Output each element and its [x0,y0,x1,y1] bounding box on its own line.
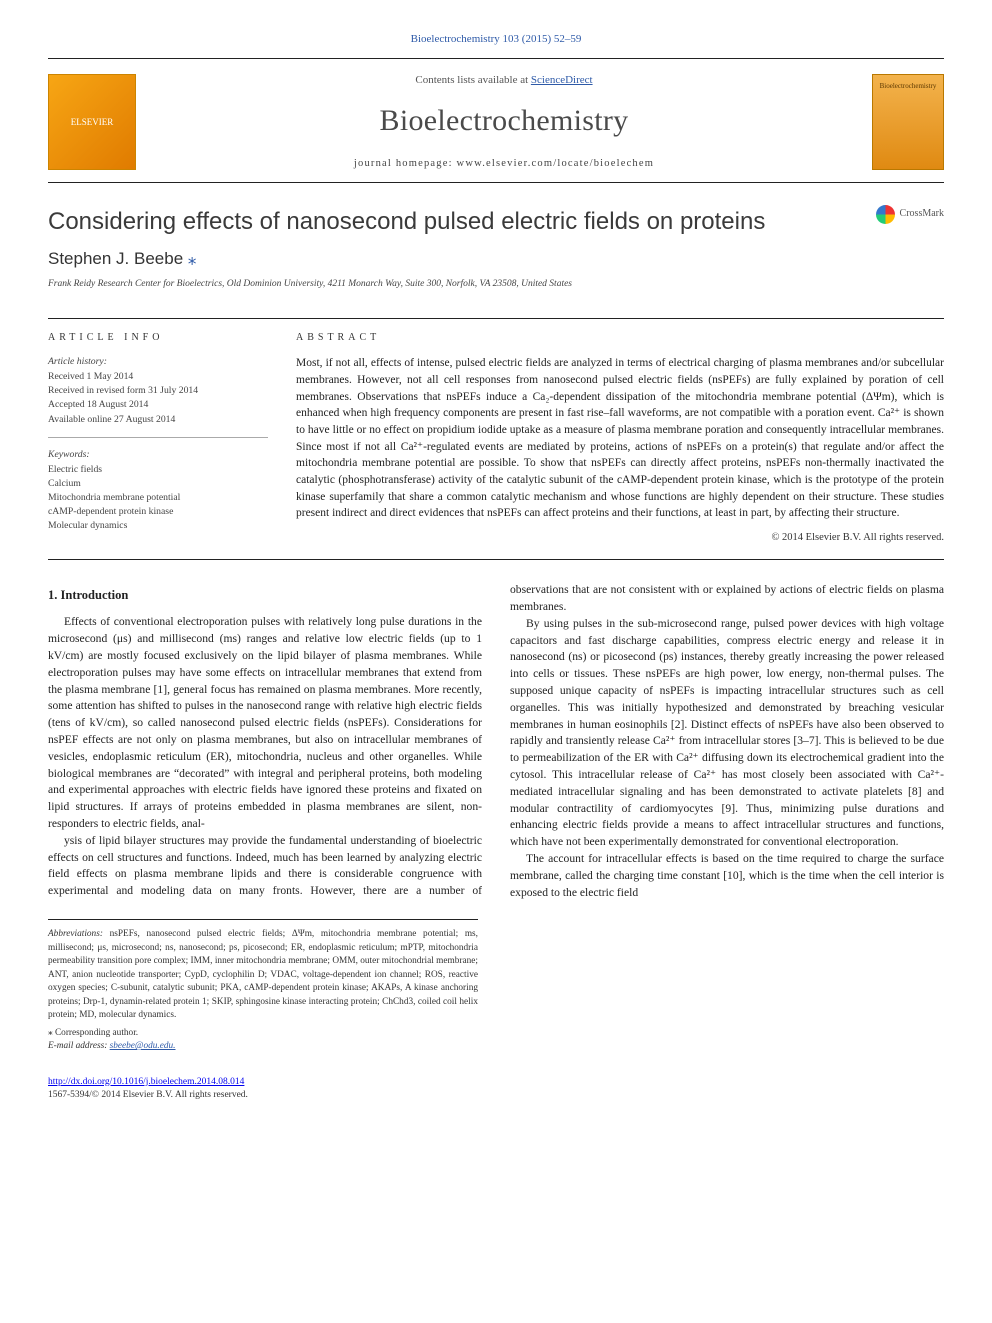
info-abstract-row: ARTICLE INFO Article history: Received 1… [48,331,944,560]
history-received: Received 1 May 2014 [48,370,268,384]
author-line: Stephen J. Beebe ⁎ [48,247,876,272]
crossmark-badge[interactable]: CrossMark [876,205,944,224]
masthead-center: Contents lists available at ScienceDirec… [136,73,872,172]
crossmark-label: CrossMark [900,207,944,222]
email-line: E-mail address: sbeebe@odu.edu. [48,1040,478,1053]
abstract-label: ABSTRACT [296,331,944,346]
homepage-url[interactable]: www.elsevier.com/locate/bioelechem [457,158,655,169]
footnotes: Abbreviations: nsPEFs, nanosecond pulsed… [48,919,478,1053]
homepage-label: journal homepage: [354,158,457,169]
body-paragraph: The account for intracellular effects is… [510,851,944,901]
abbreviations: Abbreviations: nsPEFs, nanosecond pulsed… [48,928,478,1022]
history-online: Available online 27 August 2014 [48,413,268,427]
abbr-head: Abbreviations: [48,929,103,939]
keyword: Electric fields [48,463,268,477]
author-email-link[interactable]: sbeebe@odu.edu. [110,1041,176,1051]
page-footer: http://dx.doi.org/10.1016/j.bioelechem.2… [48,1076,944,1104]
divider [48,318,944,319]
keyword: Calcium [48,477,268,491]
publisher-name: ELSEVIER [71,116,114,129]
history-head: Article history: [48,355,268,369]
issn-copyright: 1567-5394/© 2014 Elsevier B.V. All right… [48,1089,944,1103]
cover-title: Bioelectrochemistry [880,81,937,91]
body-paragraph: By using pulses in the sub-microsecond r… [510,616,944,851]
lists-available: Contents lists available at ScienceDirec… [136,73,872,89]
abstract-text: Most, if not all, effects of intense, pu… [296,355,944,522]
abstract-copyright: © 2014 Elsevier B.V. All rights reserved… [296,530,944,545]
history-accepted: Accepted 18 August 2014 [48,398,268,412]
doi-link[interactable]: http://dx.doi.org/10.1016/j.bioelechem.2… [48,1077,244,1087]
keyword: Molecular dynamics [48,519,268,533]
journal-cover-thumbnail[interactable]: Bioelectrochemistry [872,74,944,170]
crossmark-icon [876,205,895,224]
abstract: ABSTRACT Most, if not all, effects of in… [296,331,944,545]
journal-name: Bioelectrochemistry [136,99,872,143]
sciencedirect-link[interactable]: ScienceDirect [531,74,593,86]
journal-issue-link[interactable]: Bioelectrochemistry 103 (2015) 52–59 [48,32,944,59]
history-revised: Received in revised form 31 July 2014 [48,384,268,398]
section-heading-introduction: 1. Introduction [48,586,482,604]
keyword: cAMP-dependent protein kinase [48,505,268,519]
abbr-text: nsPEFs, nanosecond pulsed electric field… [48,929,478,1020]
keywords-head: Keywords: [48,448,268,462]
author-name[interactable]: Stephen J. Beebe [48,249,183,268]
body-paragraph: Effects of conventional electroporation … [48,614,482,832]
keyword: Mitochondria membrane potential [48,491,268,505]
article-title: Considering effects of nanosecond pulsed… [48,205,876,240]
affiliation: Frank Reidy Research Center for Bioelect… [48,278,876,292]
journal-homepage: journal homepage: www.elsevier.com/locat… [136,156,872,171]
article-body: 1. Introduction Effects of conventional … [48,582,944,901]
publisher-logo[interactable]: ELSEVIER [48,74,136,170]
corresponding-author-star-icon[interactable]: ⁎ [188,249,197,268]
corresponding-author-note: ⁎ Corresponding author. [48,1027,478,1040]
title-block: Considering effects of nanosecond pulsed… [48,205,944,306]
masthead: ELSEVIER Contents lists available at Sci… [48,73,944,183]
email-label: E-mail address: [48,1041,110,1051]
lists-prefix: Contents lists available at [415,74,530,86]
article-info: ARTICLE INFO Article history: Received 1… [48,331,268,545]
article-info-label: ARTICLE INFO [48,331,268,346]
